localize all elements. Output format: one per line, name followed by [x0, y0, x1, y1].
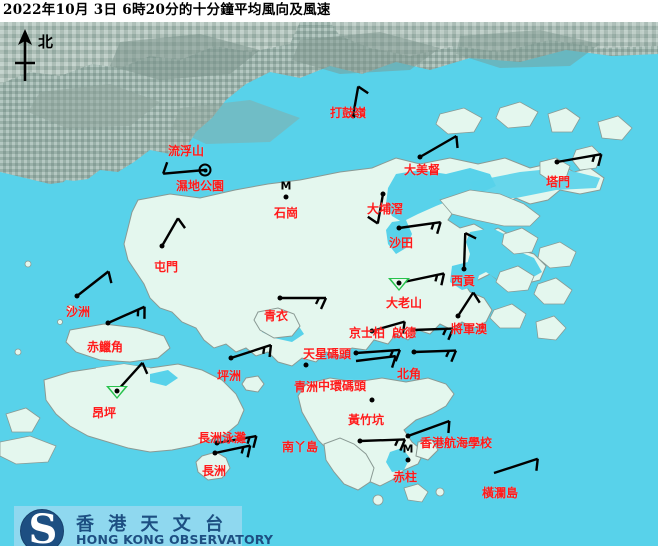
wind-barb: [456, 291, 481, 317]
station-dot[interactable]: [277, 295, 283, 301]
station-dot[interactable]: [396, 280, 402, 286]
hko-emblem-glyph: S: [28, 506, 58, 546]
hko-name-en: HONG KONG OBSERVATORY: [76, 532, 274, 546]
station-label: 長洲泳灘: [197, 431, 247, 445]
station-dot[interactable]: [380, 191, 386, 197]
wind-barb: [493, 457, 539, 475]
station-dot[interactable]: [405, 433, 411, 439]
station-label: 塔門: [545, 175, 571, 189]
station-dot[interactable]: [417, 154, 423, 160]
station-dot[interactable]: [410, 327, 416, 333]
wind-barb: [351, 85, 369, 117]
wind-barb: [419, 134, 459, 159]
station-label: 大老山: [385, 296, 423, 310]
wind-barb: [398, 220, 442, 235]
station-dot[interactable]: [554, 159, 560, 165]
station-label: 坪洲: [216, 369, 242, 383]
station-dot[interactable]: [350, 113, 356, 119]
station-dot[interactable]: [105, 320, 111, 326]
station-dot[interactable]: [405, 457, 411, 463]
station-label: 北角: [396, 367, 422, 381]
station-label: 青衣: [263, 309, 289, 323]
hong-kong-wind-map[interactable]: 打鼓嶺流浮山濕地公園 M 石崗 大美督塔門大埔滘沙田屯門西貢沙洲 大老山青衣赤鱲角 京士柏…: [0, 22, 658, 546]
station-dot[interactable]: [411, 349, 417, 355]
wind-barb: [371, 320, 406, 334]
station-label: 南丫島: [281, 440, 319, 454]
station-dot[interactable]: [455, 313, 461, 319]
station-dot[interactable]: [283, 194, 289, 200]
wind-barb: [216, 434, 258, 449]
station-label: 流浮山: [167, 144, 205, 158]
station-dot[interactable]: [159, 243, 165, 249]
station-dot[interactable]: [369, 328, 375, 334]
station-label: 西貢: [450, 274, 476, 288]
station-dot[interactable]: [303, 362, 309, 368]
station-label: 石崗: [273, 206, 299, 220]
wind-barb: [230, 343, 273, 360]
wind-barb: [462, 231, 477, 270]
hko-name-zh: 香 港 天 文 台: [76, 514, 228, 535]
wind-barbs-layer: [76, 85, 603, 475]
station-label: 濕地公園: [175, 179, 225, 193]
wind-barb: [367, 193, 385, 225]
station-label: 大埔滘: [366, 202, 404, 216]
station-label: 赤柱: [392, 470, 418, 484]
north-arrow-icon: 北: [8, 27, 62, 87]
page-title: 2022年10月 3日 6時20分的十分鐘平均風向及風速: [0, 0, 658, 22]
calm-wind-m-icon: M: [280, 179, 292, 193]
station-label: 沙洲: [65, 305, 91, 319]
station-label: 沙田: [388, 236, 414, 250]
station-label: 赤鱲角: [86, 340, 124, 354]
calm-wind-m-icon: M: [402, 442, 414, 456]
station-label: 大美督: [403, 163, 441, 177]
wind-barb: [160, 217, 187, 247]
station-dot[interactable]: [461, 266, 467, 272]
wind-barb: [107, 305, 146, 325]
wind-barb: [556, 153, 603, 167]
station-dot[interactable]: [369, 397, 375, 403]
wind-barb: [407, 419, 451, 438]
station-dot[interactable]: [212, 450, 218, 456]
station-label: 青洲: [293, 380, 319, 394]
station-label: 中環碼頭: [317, 379, 367, 393]
wind-barb: [280, 296, 328, 310]
station-label: 啟德: [391, 326, 417, 340]
station-label: 屯門: [153, 260, 179, 274]
north-label: 北: [38, 33, 54, 51]
station-label: 黃竹坑: [347, 413, 385, 427]
station-label: 京士柏: [348, 326, 386, 340]
wind-barb: [214, 444, 252, 458]
station-dot[interactable]: [357, 438, 363, 444]
station-dot[interactable]: [396, 225, 402, 231]
wind-barb: [76, 270, 113, 297]
station-dot[interactable]: [353, 350, 359, 356]
station-dot[interactable]: [228, 355, 234, 361]
station-dot[interactable]: [114, 388, 120, 394]
station-label: 長洲: [201, 464, 227, 478]
wind-barb: [359, 438, 407, 452]
station-label: 橫瀾島: [481, 486, 519, 500]
station-label: 香港航海學校: [419, 436, 493, 450]
station-label: 將軍澳: [450, 322, 488, 336]
hko-logo: S 香 港 天 文 台 HONG KONG OBSERVATORY: [14, 506, 273, 546]
wind-barb: [355, 354, 397, 369]
map-geography: [0, 22, 658, 546]
station-dot[interactable]: [214, 440, 220, 446]
station-ring-marker[interactable]: [198, 163, 212, 177]
wind-barb: [413, 349, 458, 363]
hko-emblem-icon: S: [20, 506, 64, 546]
station-label: 昂坪: [91, 406, 117, 420]
station-label: 天星碼頭: [302, 347, 352, 361]
station-dot[interactable]: [74, 293, 80, 299]
station-label: 打鼓嶺: [329, 106, 367, 120]
wind-barb: [162, 161, 206, 175]
wind-barb: [412, 327, 455, 341]
